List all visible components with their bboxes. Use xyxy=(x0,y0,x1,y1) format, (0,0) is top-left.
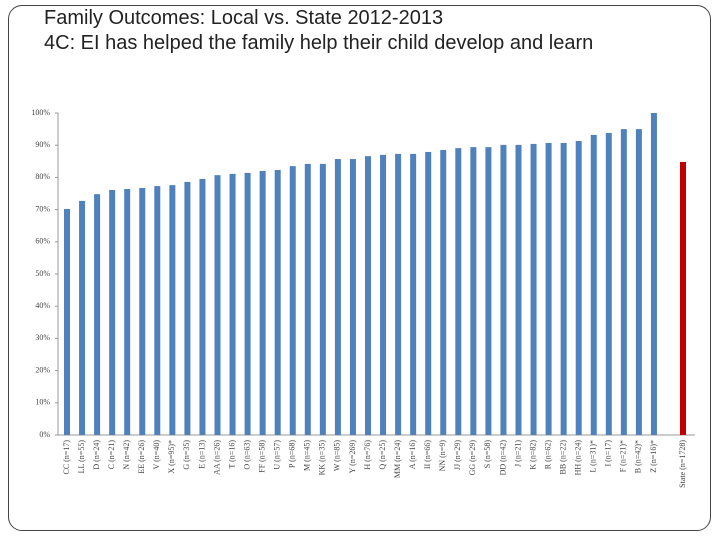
x-tick-label: EE (n=26) xyxy=(137,440,146,474)
x-tick-label: M (n=45) xyxy=(303,440,312,471)
bar xyxy=(680,161,686,435)
x-tick-label: D (n=24) xyxy=(92,440,101,470)
x-tick-label: B (n=42)* xyxy=(634,440,643,473)
x-tick-label: R (n=62) xyxy=(543,440,552,470)
x-tick-label: GG (n=29) xyxy=(468,440,477,476)
bar xyxy=(334,159,341,435)
x-tick-label: C (n=21) xyxy=(107,440,116,470)
y-tick-label: 70% xyxy=(35,204,50,213)
x-tick-label: HH (n=24) xyxy=(574,440,583,476)
y-tick-label: 10% xyxy=(35,398,50,407)
bar xyxy=(229,173,236,435)
bar xyxy=(289,166,296,435)
x-tick-label: DD (n=42) xyxy=(498,440,507,476)
x-tick-label: JJ (n=29) xyxy=(453,440,462,470)
x-tick-label: K (n=82) xyxy=(528,440,537,470)
x-tick-label: CC (n=17) xyxy=(62,440,71,475)
bar xyxy=(620,129,627,435)
bar xyxy=(605,132,612,436)
bar xyxy=(365,156,371,435)
y-tick-label: 80% xyxy=(35,172,50,181)
x-tick-label: FF (n=58) xyxy=(257,440,266,473)
x-tick-label: P (n=68) xyxy=(288,440,297,468)
bar xyxy=(470,147,477,435)
slide-frame xyxy=(8,5,711,531)
bar xyxy=(545,142,552,436)
bar xyxy=(635,129,642,435)
x-tick-label: G (n=35) xyxy=(182,440,191,470)
bar xyxy=(515,144,522,436)
bar xyxy=(650,113,657,435)
bar xyxy=(440,150,447,435)
x-tick-label: N (n=42) xyxy=(122,440,131,470)
bar xyxy=(109,189,116,435)
header: Family Outcomes: Local vs. State 2012-20… xyxy=(44,6,654,56)
bar xyxy=(184,181,191,435)
bar xyxy=(169,185,176,435)
x-tick-label: A (n=16) xyxy=(408,440,417,470)
x-tick-label: BB (n=22) xyxy=(558,440,567,475)
bar xyxy=(395,153,402,436)
x-tick-label: E (n=13) xyxy=(197,440,206,469)
y-tick-label: 90% xyxy=(35,140,50,149)
bar xyxy=(139,188,146,435)
bar xyxy=(560,142,567,436)
x-tick-label: LL (n=55) xyxy=(77,440,86,474)
x-tick-label: H (n=76) xyxy=(363,440,372,470)
bar xyxy=(319,163,326,435)
bar xyxy=(259,170,266,435)
bar xyxy=(199,179,206,435)
x-tick-label: S (n=58) xyxy=(483,440,492,469)
bar xyxy=(244,172,251,435)
x-tick-label: State (n=1728) xyxy=(678,440,687,488)
x-tick-label: NN (n=9) xyxy=(438,440,447,472)
y-tick-label: 20% xyxy=(35,365,50,374)
x-tick-label: MM (n=24) xyxy=(393,440,402,478)
y-tick-label: 60% xyxy=(35,237,50,246)
bar xyxy=(575,141,582,435)
bar xyxy=(455,148,462,435)
x-tick-label: W (n=85) xyxy=(333,440,342,472)
x-tick-label: O (n=63) xyxy=(242,440,251,470)
bar xyxy=(304,163,311,435)
x-tick-label: I (n=17) xyxy=(604,440,613,467)
bar xyxy=(154,186,161,435)
bar xyxy=(94,194,101,435)
bar xyxy=(349,159,356,435)
y-tick-label: 0% xyxy=(39,430,50,439)
bar xyxy=(274,169,281,435)
bar xyxy=(124,188,131,435)
x-tick-label: X (n=95)* xyxy=(167,440,176,474)
x-tick-label: II (n=66) xyxy=(423,440,432,470)
bar xyxy=(79,200,86,435)
x-tick-label: U (n=57) xyxy=(273,440,282,470)
bar xyxy=(380,154,387,436)
x-tick-label: F (n=21)* xyxy=(619,440,628,472)
bar xyxy=(530,143,537,436)
y-tick-label: 30% xyxy=(35,333,50,342)
bar xyxy=(214,175,221,435)
bar xyxy=(500,144,507,436)
x-tick-label: T (n=16) xyxy=(227,440,236,469)
x-tick-label: J (n=21) xyxy=(513,440,522,467)
x-tick-label: Q (n=25) xyxy=(378,440,387,470)
chart-subtitle: 4C: EI has helped the family help their … xyxy=(44,32,594,54)
x-tick-label: L (n=31)* xyxy=(589,440,598,472)
bar xyxy=(485,147,492,435)
bar xyxy=(425,151,432,435)
y-tick-label: 50% xyxy=(35,269,50,278)
y-tick-label: 100% xyxy=(31,108,50,117)
bar xyxy=(590,134,597,435)
x-tick-label: Y (n=269) xyxy=(348,440,357,474)
x-tick-label: V (n=40) xyxy=(152,440,161,470)
x-tick-label: Z (n=16)* xyxy=(649,440,658,473)
chart-title: Family Outcomes: Local vs. State 2012-20… xyxy=(44,7,444,29)
x-tick-label: KK (n=35) xyxy=(318,440,327,476)
bar xyxy=(64,208,70,435)
y-tick-label: 40% xyxy=(35,301,50,310)
bar xyxy=(410,153,417,436)
x-tick-label: AA (n=26) xyxy=(212,440,221,475)
